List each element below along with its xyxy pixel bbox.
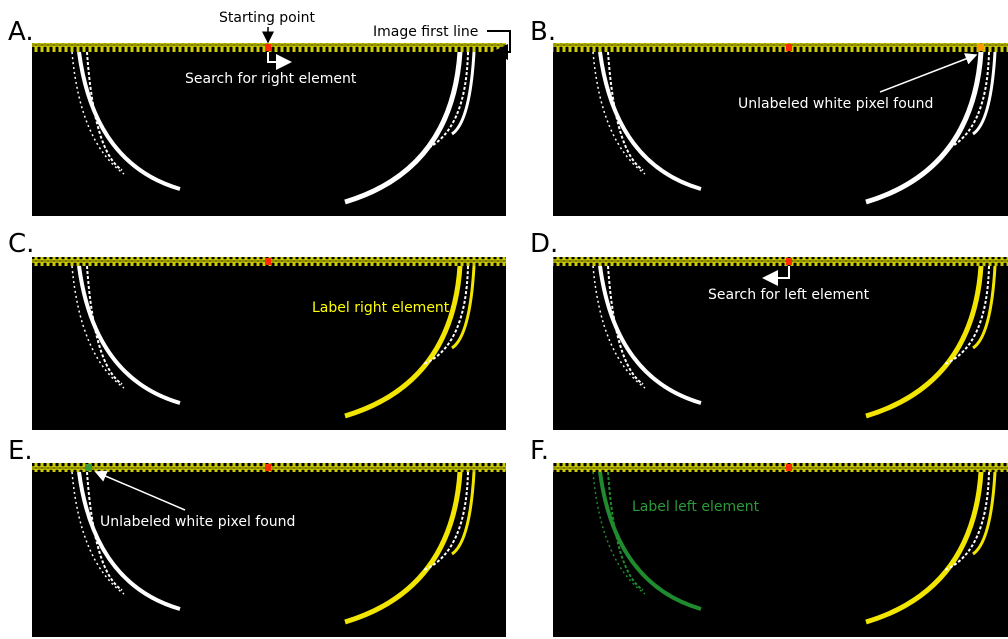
starting-point <box>786 464 792 471</box>
starting-point <box>786 44 792 51</box>
panels <box>32 43 1008 637</box>
image-background <box>553 52 1008 216</box>
found-pixel <box>85 464 92 471</box>
panel-letter: B. <box>530 17 556 47</box>
starting-point <box>265 44 271 51</box>
found-pixel <box>977 44 984 51</box>
first-line <box>553 43 1008 52</box>
starting-point <box>786 258 792 265</box>
panel-letter: C. <box>8 229 34 259</box>
annotation: Unlabeled white pixel found <box>100 514 295 530</box>
panel-letter: A. <box>8 17 34 47</box>
panel-letter: F. <box>530 436 549 466</box>
starting-point <box>265 258 271 265</box>
first-line <box>553 463 1008 472</box>
annotation: Label left element <box>632 499 760 515</box>
annotation: Search for right element <box>185 71 357 87</box>
annotation: Label right element <box>312 300 450 316</box>
annotation: Image first line <box>373 24 478 40</box>
figure: A. B. C. D. E. F. Starting point Image f… <box>0 0 1008 639</box>
annotation: Search for left element <box>708 287 870 303</box>
annotation: Unlabeled white pixel found <box>738 96 933 112</box>
annotation: Starting point <box>219 10 316 26</box>
first-line <box>553 257 1008 266</box>
panel-letter: D. <box>530 229 558 259</box>
panel-letter: E. <box>8 436 33 466</box>
starting-point <box>265 464 271 471</box>
image-background <box>553 472 1008 637</box>
